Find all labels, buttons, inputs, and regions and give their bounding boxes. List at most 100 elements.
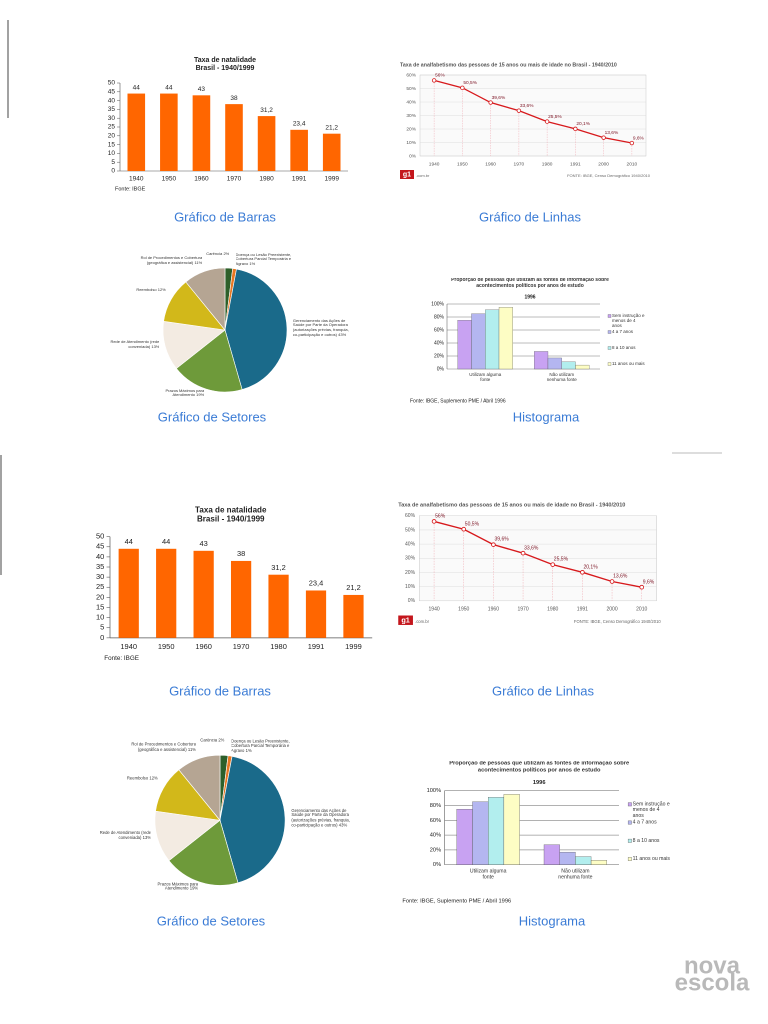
bar: [193, 550, 214, 638]
legend-swatch: [607, 362, 612, 366]
bar: [230, 560, 252, 638]
legend-label: 11 anos ou mais: [633, 856, 672, 862]
value-label: 38: [230, 95, 238, 102]
slice-label-part: Rede de Atendimento (rede conveniada): [99, 831, 152, 841]
legend-swatch: [607, 314, 612, 318]
value-label: 43: [198, 86, 206, 93]
slice-label: Prazos Máximos para Atendimento19%: [142, 389, 205, 398]
bar: [488, 797, 505, 865]
chart-title: Taxa de natalidade: [195, 505, 267, 514]
slice-label: Rede de Atendimento (rede conveniada)13%: [86, 831, 151, 841]
slice-label-part: Carência: [206, 252, 223, 257]
y-tick-label: 45: [96, 542, 104, 551]
slice-label-part: 11%: [187, 746, 197, 752]
slice-label-part: Rede de Atendimento (rede conveniada): [110, 340, 160, 349]
slice-label-box: Reembolso12%: [104, 288, 165, 293]
y-tick-label: 45: [108, 89, 116, 96]
x-tick-label-box: Não utilizam nenhuma fonte: [547, 372, 577, 382]
value-label: 38: [237, 549, 245, 558]
y-tick-label: 0%: [408, 598, 416, 604]
value-label: 20,1%: [576, 121, 590, 127]
slice-label-part: Doença ou Lesão Preexistente, Cobertura …: [235, 252, 292, 267]
x-tick-label: 1980: [259, 176, 274, 183]
x-tick-label: 1960: [194, 176, 209, 183]
point: [431, 519, 437, 524]
x-tick-label: 1950: [458, 607, 469, 613]
value-label: 56%: [435, 513, 446, 519]
source: FONTE: IBGE, Censo Demográfico 1940/2010: [574, 619, 661, 624]
slice-label-box: Prazos Máximos para Atendimento19%: [133, 882, 199, 892]
slice-label-box: Carência2%: [200, 738, 224, 742]
legend-label-part: 4 a 7 anos: [632, 819, 657, 825]
legend-swatch: [627, 820, 632, 825]
y-tick-label: 20%: [430, 847, 441, 853]
bar: [457, 320, 472, 370]
value-label: 50,5%: [463, 80, 477, 86]
bar: [305, 590, 327, 638]
slice-label-box: Rol de Procedimentos e Cobertura (geográ…: [141, 256, 203, 264]
legend-swatch: [627, 802, 632, 807]
y-tick-label: 30%: [406, 113, 416, 119]
y-tick-label: 50: [108, 80, 116, 87]
y-tick-label: 60%: [430, 818, 441, 824]
x-tick-label: 2000: [606, 607, 617, 613]
value-label: 50,5%: [465, 521, 480, 527]
value-label: 39,6%: [492, 95, 506, 101]
legend-label-box: 8 a 10 anos: [612, 345, 636, 350]
bar: [456, 808, 473, 865]
y-tick-label: 0%: [437, 366, 445, 372]
y-tick-label: 25: [96, 582, 104, 591]
slice-label: Prazos Máximos para Atendimento19%: [133, 882, 199, 892]
slice-label-box: Gerenciamento das Ações de Saúde por Par…: [292, 318, 349, 337]
logo-box: [400, 170, 414, 179]
point: [544, 119, 550, 124]
y-tick-label: 10: [96, 613, 104, 622]
y-tick-label: 0%: [433, 862, 441, 868]
chart-caption: Gráfico de Setores: [157, 913, 266, 928]
point: [516, 108, 522, 113]
legend-label-box: 8 a 10 anos: [633, 837, 660, 843]
bar: [192, 95, 211, 171]
value-label: 33,6%: [520, 103, 534, 109]
line: [433, 520, 642, 588]
y-tick-label: 0: [111, 168, 115, 175]
line: [433, 79, 632, 144]
legend-swatch: [607, 330, 612, 334]
x-tick-label: Utilizam alguma fonte: [468, 868, 509, 880]
y-tick-label: 60%: [434, 327, 445, 333]
y-tick-label: 40: [96, 552, 104, 561]
y-tick-label: 40%: [430, 833, 441, 839]
legend-label-part: Sem instrução e menos de 4 anos: [632, 800, 670, 819]
bar: [561, 361, 576, 370]
chart-caption: Gráfico de Barras: [174, 209, 276, 224]
slice-label-part: 1%: [249, 261, 256, 267]
x-tick-label: 1980: [542, 161, 553, 167]
value-label: 44: [125, 537, 133, 546]
slice-label: Reembolso12%: [104, 288, 165, 293]
value-label: 21,2: [325, 124, 338, 131]
legend-swatch: [627, 857, 632, 861]
slice-label-part: 19%: [196, 392, 205, 398]
y-tick-label: 80%: [430, 803, 441, 809]
value-label: 23,4: [293, 121, 306, 128]
chart-caption: Gráfico de Linhas: [492, 683, 594, 698]
point: [520, 550, 526, 556]
y-tick-label: 10%: [406, 140, 416, 146]
bar: [343, 594, 364, 638]
chart: Proporção de pessoas que utilizam as fon…: [402, 761, 672, 905]
value-label: 13,6%: [605, 130, 619, 136]
legend-label-part: Sem instrução e menos de 4 anos: [612, 313, 645, 329]
legend-label: 4 a 7 anos: [633, 819, 672, 825]
chart-title: Taxa de natalidade: [194, 57, 256, 64]
logo-domain: .com.br: [415, 619, 430, 624]
slice-label-part: Gerenciamento das Ações de Saúde por Par…: [292, 318, 349, 337]
legend-label: Sem instrução e menos de 4 anos: [612, 313, 646, 329]
legend-swatch: [627, 838, 632, 843]
chart-title-part: Proporção de pessoas que utilizam as fon…: [449, 761, 630, 774]
point: [629, 140, 635, 146]
point: [601, 135, 606, 140]
slice-label: Doença ou Lesão Preexistente, Cobertura …: [236, 253, 298, 267]
logo: g1: [403, 172, 411, 179]
slice-label-box: Reembolso12%: [127, 776, 158, 780]
